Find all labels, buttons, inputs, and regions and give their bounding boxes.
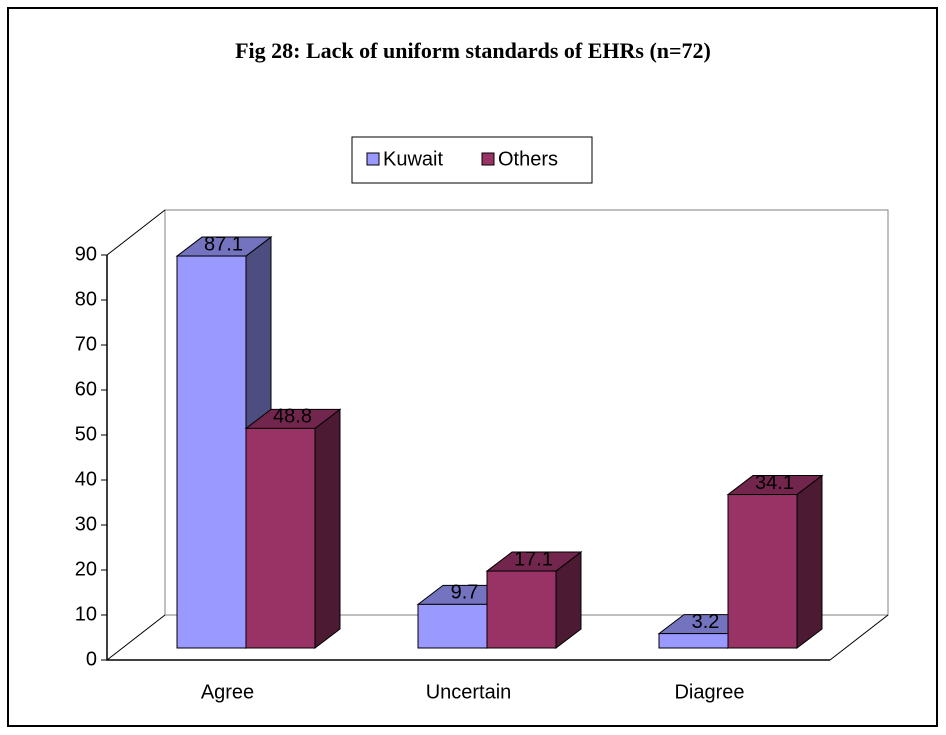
legend-swatch xyxy=(481,152,495,166)
legend-swatch xyxy=(366,152,380,166)
legend-label: Kuwait xyxy=(383,148,443,170)
y-tick-label: 40 xyxy=(75,468,97,490)
x-tick-label: Uncertain xyxy=(426,681,512,703)
chart-title: Fig 28: Lack of uniform standards of EHR… xyxy=(235,38,711,63)
legend-box xyxy=(351,136,593,184)
y-tick-label: 10 xyxy=(75,603,97,625)
value-label: 34.1 xyxy=(755,472,794,494)
bar xyxy=(658,633,729,649)
x-tick-label: Diagree xyxy=(674,681,744,703)
y-tick-label: 90 xyxy=(75,243,97,265)
x-tick-label: Agree xyxy=(201,681,254,703)
y-tick-label: 0 xyxy=(86,648,97,670)
floor-edge xyxy=(829,614,889,661)
bar-side xyxy=(796,474,823,650)
value-label: 17.1 xyxy=(514,548,553,570)
y-tick-label: 70 xyxy=(75,333,97,355)
bar xyxy=(245,427,316,649)
wall-edge xyxy=(106,209,166,256)
bar xyxy=(486,570,557,649)
bar-side xyxy=(314,408,341,650)
bar xyxy=(727,494,798,649)
y-tick-label: 30 xyxy=(75,513,97,535)
legend-label: Others xyxy=(498,148,558,170)
value-label: 3.2 xyxy=(692,611,720,633)
bar xyxy=(417,603,488,649)
value-label: 9.7 xyxy=(451,582,479,604)
y-tick-label: 60 xyxy=(75,378,97,400)
y-tick-label: 20 xyxy=(75,558,97,580)
floor-edge xyxy=(106,614,166,661)
y-tick-label: 50 xyxy=(75,423,97,445)
bar xyxy=(176,255,247,649)
value-label: 48.8 xyxy=(273,406,312,428)
back-wall xyxy=(164,209,889,616)
value-label: 87.1 xyxy=(204,233,243,255)
y-tick-label: 80 xyxy=(75,288,97,310)
